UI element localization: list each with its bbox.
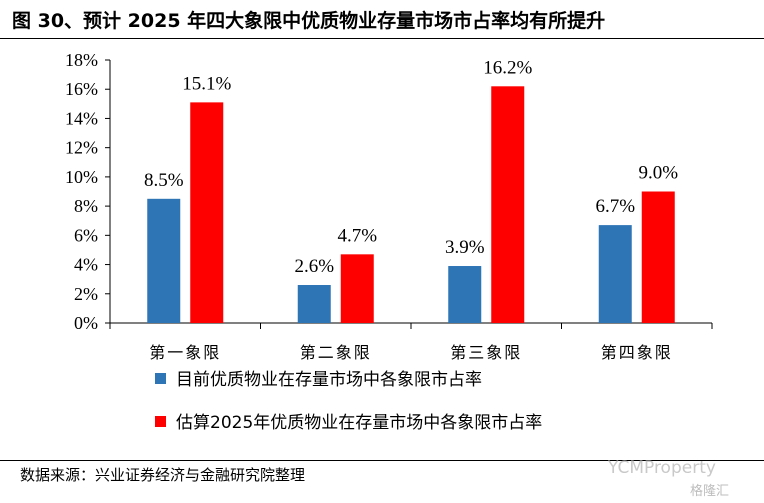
bar-value-label: 4.7% <box>337 225 377 246</box>
axes: 0% 2% 4% 6% 8% 10% 12% 14% 16% 18% 第一象限 第二象限 第三象限 第四象… <box>65 50 713 362</box>
y-tick-label: 6% <box>74 225 98 245</box>
bar-value-label: 15.1% <box>182 73 231 94</box>
watermark-sub: 格隆汇 <box>690 484 730 499</box>
data-labels: 8.5% 2.6% 3.9% 6.7% 15.1% 4.7% 16.2% 9.0% <box>144 57 678 277</box>
x-tick-label: 第三象限 <box>450 343 522 362</box>
legend: 目前优质物业在存量市场中各象限市占率估算2025年优质物业在存量市场中各象限市占… <box>155 370 542 433</box>
y-tick-label: 18% <box>65 50 98 70</box>
bar-value-label: 16.2% <box>483 57 532 78</box>
bars <box>147 86 675 323</box>
bar <box>491 86 525 323</box>
x-tick-label: 第一象限 <box>149 343 221 362</box>
bar <box>448 266 482 323</box>
y-tick-label: 16% <box>65 79 98 99</box>
y-tick-label: 2% <box>74 284 98 304</box>
y-tick-label: 8% <box>74 196 98 216</box>
bar <box>641 191 675 323</box>
y-tick-label: 10% <box>65 167 98 187</box>
bar <box>598 225 632 323</box>
y-tick-label: 14% <box>65 108 98 128</box>
chart-title: 图 30、预计 2025 年四大象限中优质物业存量市场市占率均有所提升 <box>12 10 606 32</box>
bar-value-label: 9.0% <box>638 163 678 184</box>
bar <box>297 285 331 323</box>
bar <box>340 254 374 323</box>
bar <box>190 102 224 323</box>
y-tick-label: 4% <box>74 255 98 275</box>
legend-swatch <box>155 416 166 427</box>
title-rule <box>0 38 764 39</box>
legend-label: 目前优质物业在存量市场中各象限市占率 <box>176 370 482 390</box>
legend-label: 估算2025年优质物业在存量市场中各象限市占率 <box>176 413 542 433</box>
bar-value-label: 3.9% <box>445 237 485 258</box>
watermark-brand: YCMProperty <box>608 458 716 478</box>
bar-value-label: 8.5% <box>144 170 184 191</box>
y-tick-label: 12% <box>65 138 98 158</box>
source-note: 数据来源：兴业证券经济与金融研究院整理 <box>20 466 306 484</box>
bar <box>147 198 181 323</box>
x-tick-label: 第二象限 <box>300 343 372 362</box>
x-tick-label: 第四象限 <box>601 343 673 362</box>
legend-swatch <box>155 373 166 384</box>
bar-chart: 0% 2% 4% 6% 8% 10% 12% 14% 16% 18% 第一象限 第二象限 第三象限 第四象… <box>65 50 713 433</box>
source-rule <box>0 460 764 461</box>
y-tick-label: 0% <box>74 313 98 333</box>
bar-value-label: 6.7% <box>595 196 635 217</box>
bar-value-label: 2.6% <box>294 256 334 277</box>
